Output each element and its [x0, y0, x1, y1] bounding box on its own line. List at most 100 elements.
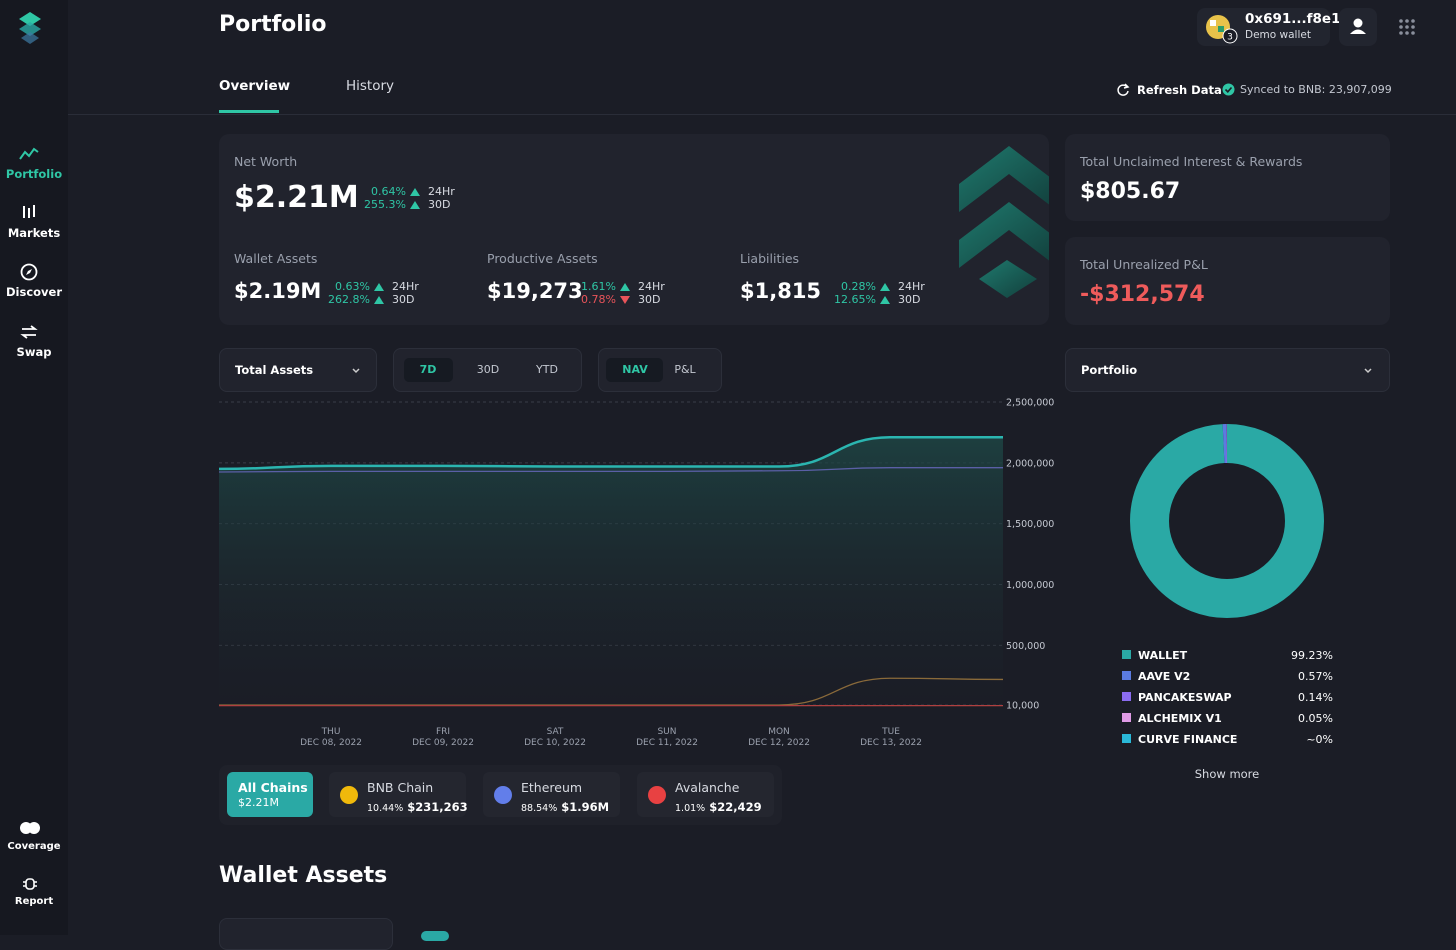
asset-select[interactable]: Total Assets	[219, 348, 377, 392]
mode-option[interactable]: P&L	[674, 363, 696, 376]
x-tick-label: MON	[768, 727, 790, 737]
series-line	[218, 436, 1003, 471]
portfolio-select-text: Portfolio	[1081, 363, 1138, 377]
legend-value: 0.57%	[1298, 670, 1333, 683]
chain-button[interactable]: BNB Chain 10.44% $231,263	[329, 772, 468, 817]
range-option[interactable]: YTD	[536, 363, 558, 376]
tab-underline	[219, 110, 279, 113]
nav-swap[interactable]: Swap	[16, 345, 52, 359]
x-tick-date: DEC 08, 2022	[300, 738, 362, 748]
pnl-card: Total Unrealized P&L -$312,574	[1065, 237, 1390, 325]
tab-history[interactable]: History	[346, 78, 395, 94]
change-period: 30D	[391, 293, 415, 306]
chain-detail: 10.44% $231,263	[367, 796, 468, 815]
chain-value: $1.96M	[561, 800, 610, 814]
change-period: 24Hr	[427, 185, 455, 198]
synced-status: Synced to BNB: 23,907,099	[1240, 83, 1392, 96]
legend-label: CURVE FINANCE	[1138, 733, 1237, 746]
chain-name: BNB Chain	[367, 780, 434, 795]
net-worth-card	[219, 134, 1049, 325]
nav-report[interactable]: Report	[14, 896, 54, 907]
change-pct: 262.8%	[328, 293, 370, 306]
x-tick-label: SUN	[657, 727, 676, 737]
range-active	[404, 358, 453, 382]
range-option[interactable]: 7D	[419, 363, 437, 376]
change-arrow	[619, 295, 630, 304]
change-period: 24Hr	[897, 280, 925, 293]
chain-name: Ethereum	[521, 780, 583, 795]
change-period: 24Hr	[637, 280, 665, 293]
refresh-button[interactable]: Refresh Data	[1137, 83, 1222, 97]
tab-divider	[68, 114, 1456, 115]
change-period: 24Hr	[391, 280, 419, 293]
mode-group	[598, 348, 722, 392]
legend-value: 0.14%	[1298, 691, 1333, 704]
card-decoration	[959, 146, 1049, 298]
legend-swatch	[1122, 734, 1131, 743]
wallet-address: 0x691...f8e1	[1245, 11, 1341, 27]
range-option[interactable]: 30D	[476, 363, 500, 376]
tab-overview[interactable]: Overview	[219, 78, 291, 94]
user-button[interactable]	[1339, 8, 1377, 46]
chain-pct: 10.44%	[367, 803, 404, 814]
range-group	[393, 348, 582, 392]
chain-value: $22,429	[709, 800, 762, 814]
y-tick-label: 2,000,000	[1006, 458, 1054, 469]
change-arrow	[373, 295, 384, 304]
change-list: 1.61% 24Hr 0.78% 30D	[581, 280, 665, 306]
y-tick-label: 10,000	[1006, 700, 1039, 711]
wallet-assets-filter[interactable]	[219, 918, 393, 950]
synced-icon	[1222, 83, 1235, 96]
x-tick-date: DEC 13, 2022	[860, 738, 922, 748]
y-tick-label: 1,000,000	[1006, 580, 1054, 591]
net-worth-value: $2.21M	[234, 180, 359, 215]
refresh-icon	[1117, 83, 1130, 96]
chain-button[interactable]: All Chains $2.21M	[227, 772, 313, 817]
swap-icon	[20, 325, 38, 339]
wallet-assets-toggle[interactable]	[421, 931, 449, 941]
legend-value: 0.05%	[1298, 712, 1333, 725]
x-tick-label: SAT	[547, 727, 564, 737]
legend-value: ~0%	[1306, 733, 1333, 746]
x-tick-date: DEC 09, 2022	[412, 738, 474, 748]
nav-portfolio[interactable]: Portfolio	[5, 167, 63, 181]
x-tick-label: FRI	[436, 727, 450, 737]
change-pct: 0.64%	[371, 185, 406, 198]
change-arrow	[879, 282, 890, 291]
chain-button[interactable]: Avalanche 1.01% $22,429	[637, 772, 774, 817]
chain-icon	[340, 786, 358, 804]
mode-option[interactable]: NAV	[622, 363, 648, 376]
report-icon	[23, 878, 37, 890]
legend-swatch	[1122, 713, 1131, 722]
portfolio-icon	[19, 147, 39, 160]
change-list: 0.63% 24Hr 262.8% 30D	[328, 280, 419, 306]
nav-discover[interactable]: Discover	[5, 285, 63, 299]
change-period: 30D	[637, 293, 661, 306]
change-pct: 0.78%	[581, 293, 616, 306]
change-pct: 0.63%	[335, 280, 370, 293]
asset-select-text: Total Assets	[235, 363, 314, 377]
section-title: Wallet Assets	[219, 863, 388, 888]
rewards-label: Total Unclaimed Interest & Rewards	[1080, 154, 1303, 169]
chain-pct: 88.54%	[521, 803, 558, 814]
legend-label: PANCAKESWAP	[1138, 691, 1232, 704]
chain-name: Avalanche	[675, 780, 740, 795]
change-pct: 255.3%	[364, 198, 406, 211]
x-tick-date: DEC 11, 2022	[636, 738, 698, 748]
apps-menu[interactable]	[1398, 18, 1416, 36]
nav-markets[interactable]: Markets	[7, 226, 61, 240]
legend-swatch	[1122, 650, 1131, 659]
pnl-label: Total Unrealized P&L	[1080, 257, 1208, 272]
chain-detail: 1.01% $22,429	[675, 796, 762, 815]
change-pct: 0.28%	[841, 280, 876, 293]
metric-label: Productive Assets	[487, 251, 598, 266]
show-more[interactable]: Show more	[1194, 767, 1260, 781]
metric-value: $2.19M	[234, 279, 322, 303]
markets-icon	[23, 205, 35, 218]
change-arrow	[409, 187, 420, 196]
coverage-icon	[20, 822, 40, 834]
chain-button[interactable]: Ethereum 88.54% $1.96M	[483, 772, 620, 817]
portfolio-select[interactable]: Portfolio	[1065, 348, 1390, 392]
nav-coverage[interactable]: Coverage	[7, 841, 61, 852]
